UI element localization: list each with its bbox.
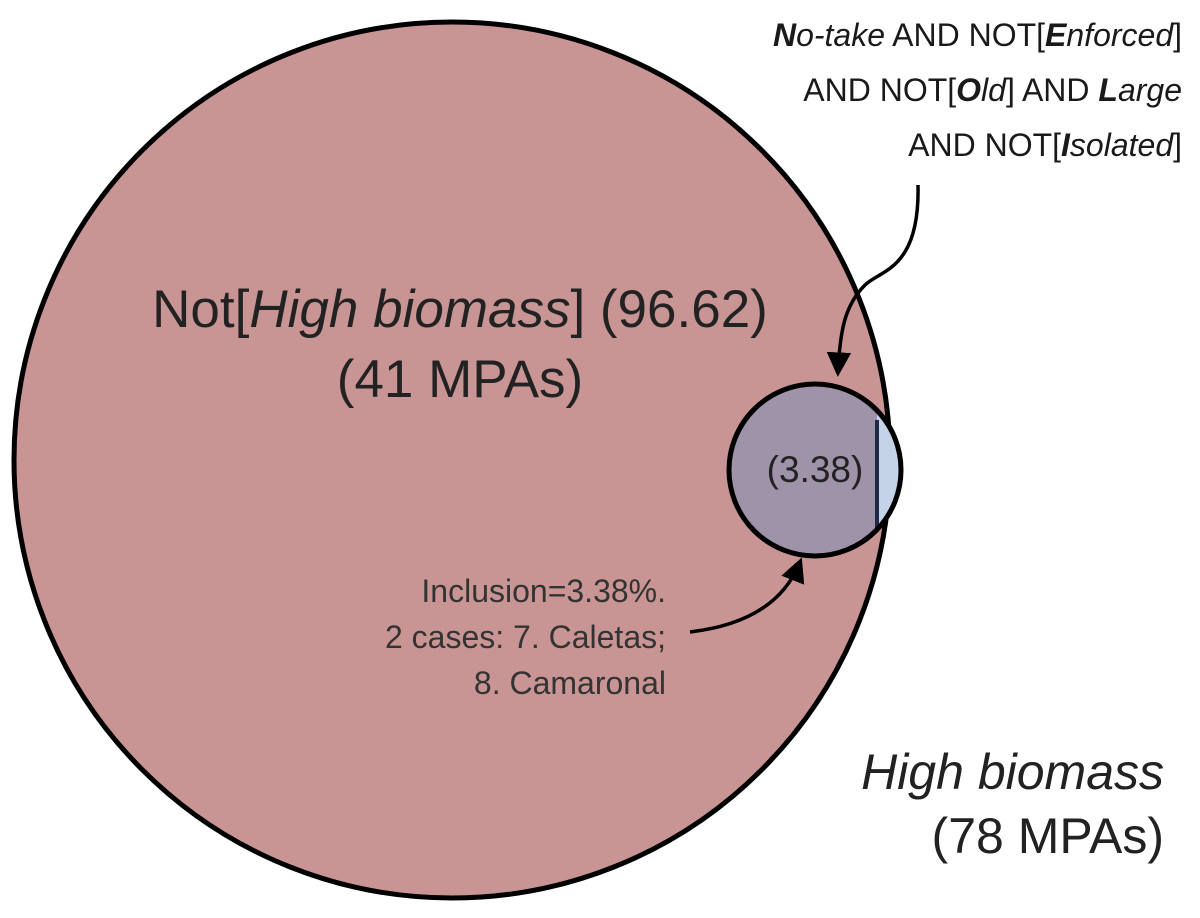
condition-label-segment: AND NOT[ — [885, 17, 1046, 53]
condition-label-segment: E — [1045, 17, 1067, 53]
not-high-biomass-title: Not[High biomass] (96.62) — [152, 280, 768, 339]
condition-label-line1: No-take AND NOT[Enforced] — [773, 8, 1182, 63]
not-high-biomass-count: (41 MPAs) — [336, 350, 584, 409]
condition-label-segment: nforced — [1066, 17, 1174, 53]
inclusion-label: Inclusion=3.38%. 2 cases: 7. Caletas; 8.… — [385, 568, 666, 706]
condition-label-segment: AND NOT[ — [908, 127, 1062, 163]
condition-label-segment: ld — [981, 72, 1006, 108]
condition-label-line3: AND NOT[Isolated] — [773, 118, 1182, 173]
condition-label-segment: ] — [1173, 17, 1182, 53]
condition-label-segment: ] AND — [1005, 72, 1099, 108]
high-biomass-name: High biomass — [861, 744, 1164, 800]
high-biomass-count: (78 MPAs) — [931, 808, 1164, 864]
condition-label-line2: AND NOT[Old] AND Large — [773, 63, 1182, 118]
condition-label-segment: AND NOT[ — [803, 72, 957, 108]
condition-label: No-take AND NOT[Enforced] AND NOT[Old] A… — [773, 8, 1182, 173]
not-high-biomass-label: Not[High biomass] (96.62) (41 MPAs) — [100, 275, 820, 415]
high-biomass-label: High biomass (78 MPAs) — [861, 740, 1164, 868]
condition-set-circle-outline — [726, 381, 904, 559]
condition-label-segment: O — [956, 72, 982, 108]
condition-arrow — [826, 184, 920, 377]
condition-label-segment: I — [1061, 127, 1070, 163]
condition-label-segment: solated — [1069, 127, 1174, 163]
condition-set-circle — [729, 384, 901, 556]
inclusion-line3: 8. Camaronal — [473, 665, 666, 701]
inclusion-line1: Inclusion=3.38%. — [421, 573, 666, 609]
inclusion-line2: 2 cases: 7. Caletas; — [384, 619, 666, 655]
condition-label-segment: arge — [1117, 72, 1182, 108]
condition-label-segment: ] — [1173, 127, 1182, 163]
condition-label-segment: o-take — [796, 17, 886, 53]
condition-label-segment: N — [772, 17, 797, 53]
condition-label-segment: L — [1098, 72, 1118, 108]
inclusion-arrow — [689, 557, 805, 634]
overlap-value: (3.38) — [766, 449, 864, 490]
